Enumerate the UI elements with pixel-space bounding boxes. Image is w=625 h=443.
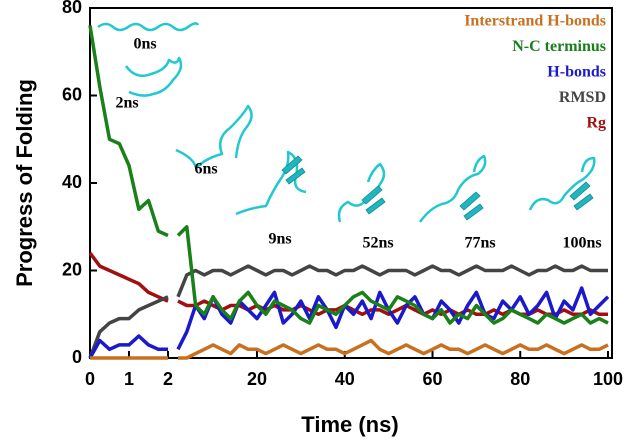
y-tick-label: 80 — [62, 0, 82, 17]
legend-entry: H-bonds — [547, 64, 606, 81]
series-line — [178, 338, 609, 360]
series-line — [88, 251, 169, 303]
x-tick-label: 40 — [335, 369, 355, 389]
x-tick-label: 20 — [247, 369, 267, 389]
legend-entry: Interstrand H-bonds — [464, 13, 606, 30]
legend-entry: N-C terminus — [512, 38, 606, 55]
snapshot-label: 6ns — [194, 161, 217, 178]
protein-6ns — [175, 104, 253, 170]
series-line — [176, 225, 609, 325]
snapshot-label: 77ns — [464, 235, 495, 252]
snapshot-label: 52ns — [362, 235, 393, 252]
x-axis-label: Time (ns) — [301, 412, 398, 437]
snapshot-label: 0ns — [133, 36, 156, 53]
protein-77ns — [418, 154, 487, 223]
sheet-77ns — [459, 191, 484, 221]
y-axis-label: Progress of Folding — [12, 79, 37, 287]
y-tick-label: 20 — [62, 259, 82, 279]
series-line — [88, 25, 169, 238]
y-tick-label: 0 — [72, 347, 82, 367]
x-tick-label: 60 — [422, 369, 442, 389]
protein-2ns — [124, 56, 183, 97]
sheet-9ns — [281, 155, 306, 185]
x-tick-label: 0 — [85, 369, 95, 389]
protein-0ns — [97, 22, 200, 32]
protein-snapshots — [97, 22, 596, 223]
x-tick-label: 100 — [593, 369, 623, 389]
series-line — [88, 334, 168, 359]
series-line — [176, 264, 608, 298]
x-tick-label: 2 — [163, 369, 173, 389]
protein-100ns — [528, 156, 596, 211]
sheet-100ns — [569, 181, 594, 211]
y-tick-label: 40 — [62, 172, 82, 192]
series-line — [88, 295, 169, 359]
x-tick-label: 80 — [510, 369, 530, 389]
snapshot-label: 9ns — [268, 231, 291, 248]
snapshot-label: 2ns — [115, 95, 138, 112]
y-tick-label: 60 — [62, 84, 82, 104]
snapshot-label: 100ns — [562, 235, 601, 252]
x-tick-label: 1 — [124, 369, 134, 389]
series-line — [176, 286, 610, 351]
legend-entry: Rg — [586, 115, 606, 132]
legend-entry: RMSD — [559, 89, 606, 106]
sheet-52ns — [361, 185, 386, 215]
